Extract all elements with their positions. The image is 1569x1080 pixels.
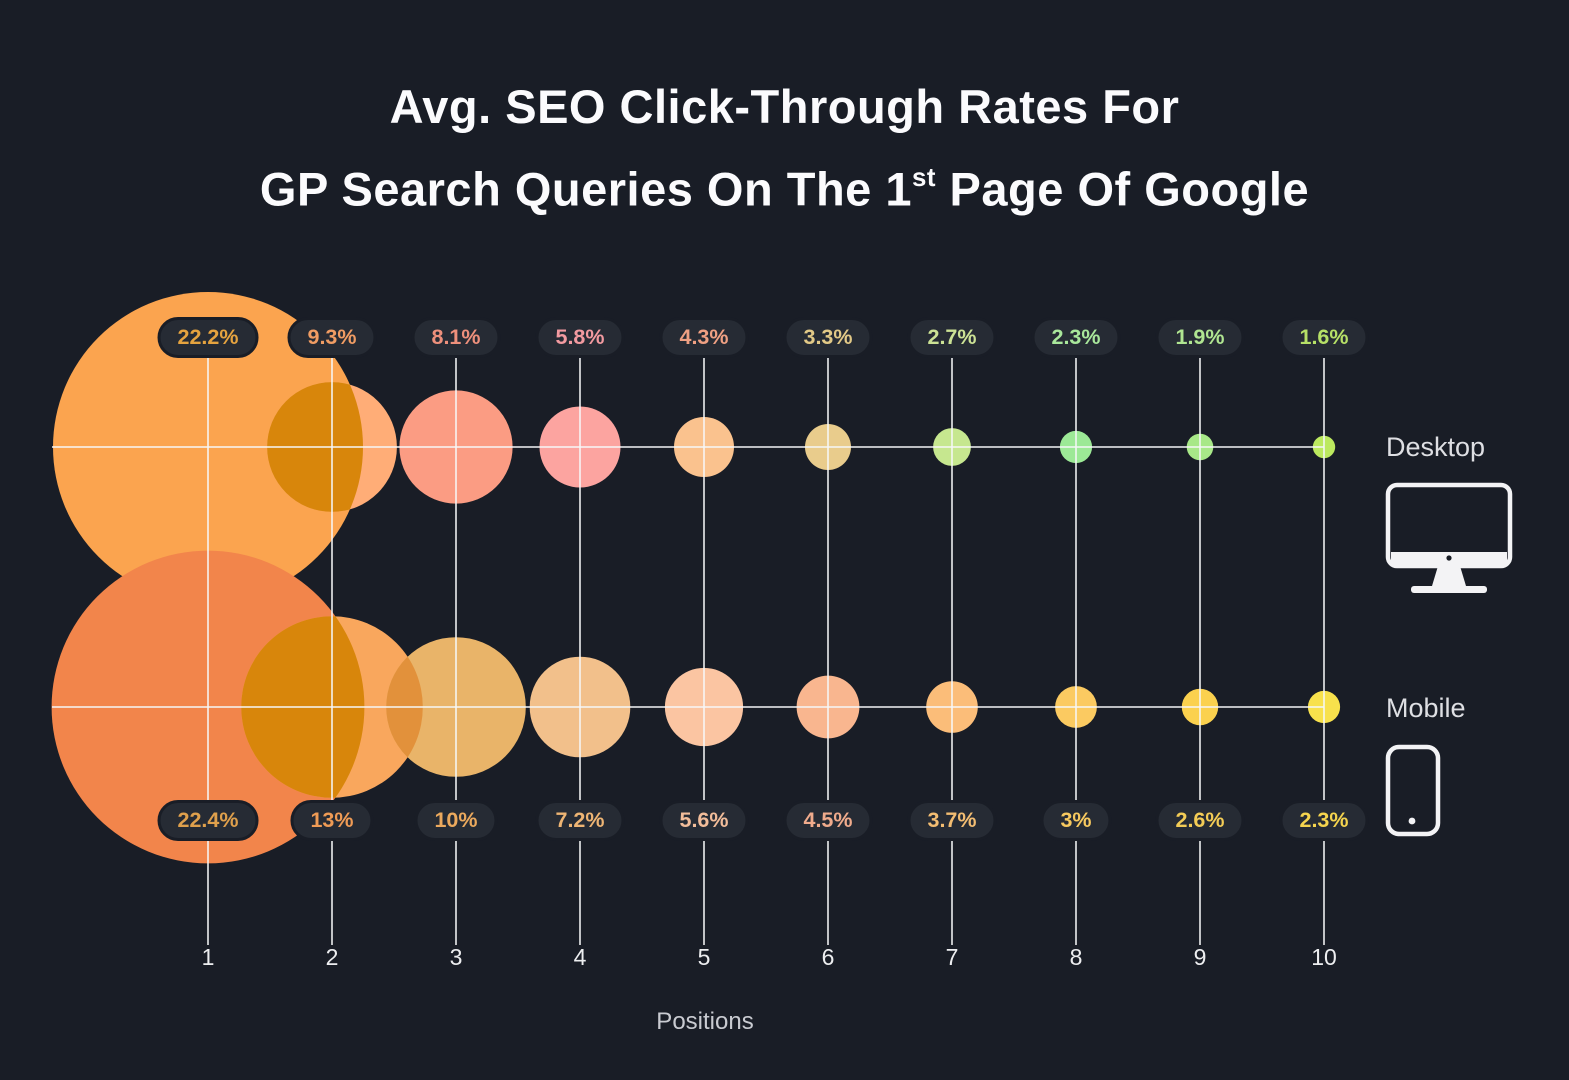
x-axis-tick-9: 9 — [1193, 944, 1207, 970]
mobile-phone-icon — [1385, 744, 1441, 837]
value-pill-mobile-pos1: 22.4% — [157, 800, 259, 841]
grid-layer — [52, 356, 1325, 945]
x-axis-tick-3: 3 — [449, 944, 463, 970]
legend-desktop-label: Desktop — [1386, 432, 1486, 462]
value-pill-mobile-pos5: 5.6% — [659, 800, 749, 841]
value-pill-desktop-pos9: 1.9% — [1155, 317, 1245, 358]
value-pill-desktop-pos3: 8.1% — [411, 317, 501, 358]
value-pill-desktop-pos8: 2.3% — [1031, 317, 1121, 358]
value-pill-mobile-pos3: 10% — [414, 800, 498, 841]
x-axis-tick-10: 10 — [1311, 944, 1337, 970]
desktop-monitor-icon — [1385, 482, 1513, 593]
x-axis-tick-6: 6 — [821, 944, 835, 970]
chart-title: Avg. SEO Click-Through Rates For GP Sear… — [0, 70, 1569, 227]
x-axis-tick-1: 1 — [201, 944, 215, 970]
value-pill-desktop-pos1: 22.2% — [157, 317, 259, 358]
value-pill-mobile-pos6: 4.5% — [783, 800, 873, 841]
x-axis-tick-5: 5 — [697, 944, 711, 970]
value-pill-mobile-pos8: 3% — [1040, 800, 1112, 841]
title-superscript: st — [912, 164, 936, 193]
value-pill-desktop-pos6: 3.3% — [783, 317, 873, 358]
value-pill-mobile-pos9: 2.6% — [1155, 800, 1245, 841]
x-axis-tick-4: 4 — [573, 944, 587, 970]
x-axis-tick-8: 8 — [1069, 944, 1083, 970]
value-pill-desktop-pos4: 5.8% — [535, 317, 625, 358]
value-pill-mobile-pos2: 13% — [290, 800, 374, 841]
value-pill-mobile-pos10: 2.3% — [1279, 800, 1369, 841]
chart-title-line1: Avg. SEO Click-Through Rates For — [389, 80, 1180, 133]
value-pill-desktop-pos5: 4.3% — [659, 317, 749, 358]
chart-title-line2: GP Search Queries On The 1st Page Of Goo… — [259, 162, 1310, 216]
legend-mobile-label: Mobile — [1386, 693, 1466, 723]
x-axis-tick-7: 7 — [945, 944, 959, 970]
value-pill-desktop-pos2: 9.3% — [287, 317, 377, 358]
bubbles-layer — [51, 292, 1341, 864]
x-axis-title: Positions — [656, 1008, 754, 1035]
value-pill-mobile-pos4: 7.2% — [535, 800, 625, 841]
value-pill-desktop-pos10: 1.6% — [1279, 317, 1369, 358]
value-pill-desktop-pos7: 2.7% — [907, 317, 997, 358]
x-axis-tick-2: 2 — [325, 944, 339, 970]
value-pill-mobile-pos7: 3.7% — [907, 800, 997, 841]
